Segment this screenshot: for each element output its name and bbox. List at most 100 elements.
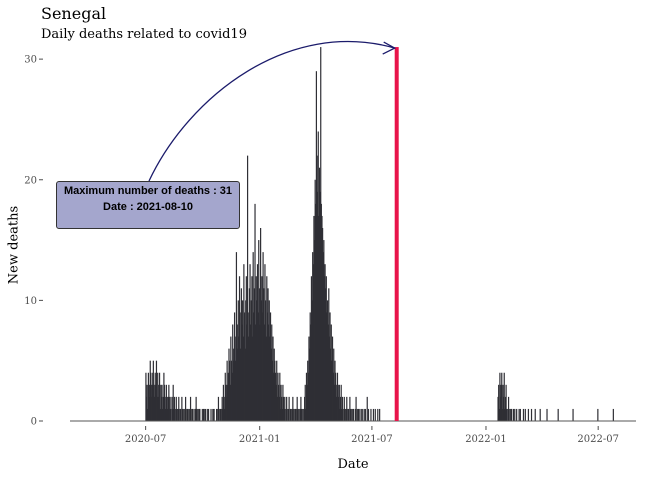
bar — [333, 384, 335, 421]
bar — [296, 396, 298, 421]
bar — [290, 408, 292, 421]
bar — [351, 408, 353, 421]
bar — [497, 396, 499, 421]
bar — [345, 408, 347, 421]
bar — [339, 396, 342, 421]
bar — [499, 372, 501, 421]
bar — [232, 324, 234, 421]
bar — [155, 384, 157, 421]
bar — [263, 288, 265, 421]
bar — [316, 155, 318, 421]
y-tick-label: 30 — [24, 55, 37, 66]
bar — [512, 408, 515, 421]
bar — [261, 276, 263, 421]
bar — [253, 288, 256, 421]
bar — [279, 408, 282, 421]
bar — [278, 396, 280, 421]
bar — [251, 336, 254, 421]
bar — [207, 408, 210, 421]
bar — [188, 408, 190, 421]
bar — [199, 408, 201, 421]
bar — [217, 396, 220, 421]
bar — [364, 408, 366, 421]
bar — [321, 215, 323, 421]
bar — [190, 408, 192, 421]
bar — [274, 372, 277, 421]
bar — [272, 336, 274, 421]
bar — [507, 408, 509, 421]
bar — [313, 215, 315, 421]
bar — [312, 264, 314, 421]
bar — [277, 372, 279, 421]
bar — [329, 312, 331, 421]
bar — [557, 408, 559, 421]
bar — [524, 408, 526, 421]
bar — [154, 372, 156, 421]
bar — [234, 336, 236, 421]
bar — [212, 408, 214, 421]
bar — [338, 396, 340, 421]
bar — [177, 408, 179, 421]
bar — [161, 384, 163, 421]
bar — [503, 396, 505, 421]
bar — [305, 372, 308, 421]
bar — [229, 360, 231, 421]
bar — [500, 384, 502, 421]
bar — [185, 408, 187, 421]
bar — [240, 348, 242, 421]
bar — [167, 408, 169, 421]
bar — [501, 372, 503, 421]
bar — [320, 47, 322, 421]
bar — [248, 288, 251, 421]
bar — [502, 384, 504, 421]
bar — [258, 288, 260, 421]
bar — [295, 408, 297, 421]
bar — [218, 408, 220, 421]
bar — [326, 312, 328, 421]
bar — [299, 408, 301, 421]
bar — [370, 408, 372, 421]
bar — [341, 396, 344, 421]
bar — [304, 396, 306, 421]
bar — [331, 360, 333, 421]
bar — [357, 408, 360, 421]
bar — [310, 324, 312, 421]
bar — [206, 408, 208, 421]
bar — [219, 408, 221, 421]
bar — [367, 408, 370, 421]
bar — [283, 408, 285, 421]
bar — [235, 360, 237, 421]
bar — [319, 191, 321, 421]
bar — [264, 300, 267, 421]
bar — [356, 408, 358, 421]
bar — [197, 408, 199, 421]
bar — [270, 348, 272, 421]
bar — [230, 336, 232, 421]
bar — [349, 396, 351, 421]
bar — [313, 240, 316, 421]
bar — [285, 408, 287, 421]
bar — [287, 408, 290, 421]
bar — [308, 348, 311, 421]
bar — [307, 372, 309, 421]
bar — [152, 372, 154, 421]
bar — [300, 396, 302, 421]
bar — [334, 360, 336, 421]
bar — [307, 360, 309, 421]
bar — [256, 300, 258, 421]
bar — [245, 300, 247, 421]
bar — [186, 408, 189, 421]
bar — [162, 408, 164, 421]
bar — [243, 264, 245, 421]
bar — [505, 384, 507, 421]
bar — [322, 228, 324, 421]
bar — [160, 396, 163, 421]
bar — [165, 384, 167, 421]
bar — [348, 408, 350, 421]
bar — [314, 179, 316, 421]
bar — [238, 276, 241, 421]
bar — [501, 408, 503, 421]
bar — [318, 167, 321, 421]
bar — [277, 384, 280, 421]
bar — [336, 372, 339, 421]
